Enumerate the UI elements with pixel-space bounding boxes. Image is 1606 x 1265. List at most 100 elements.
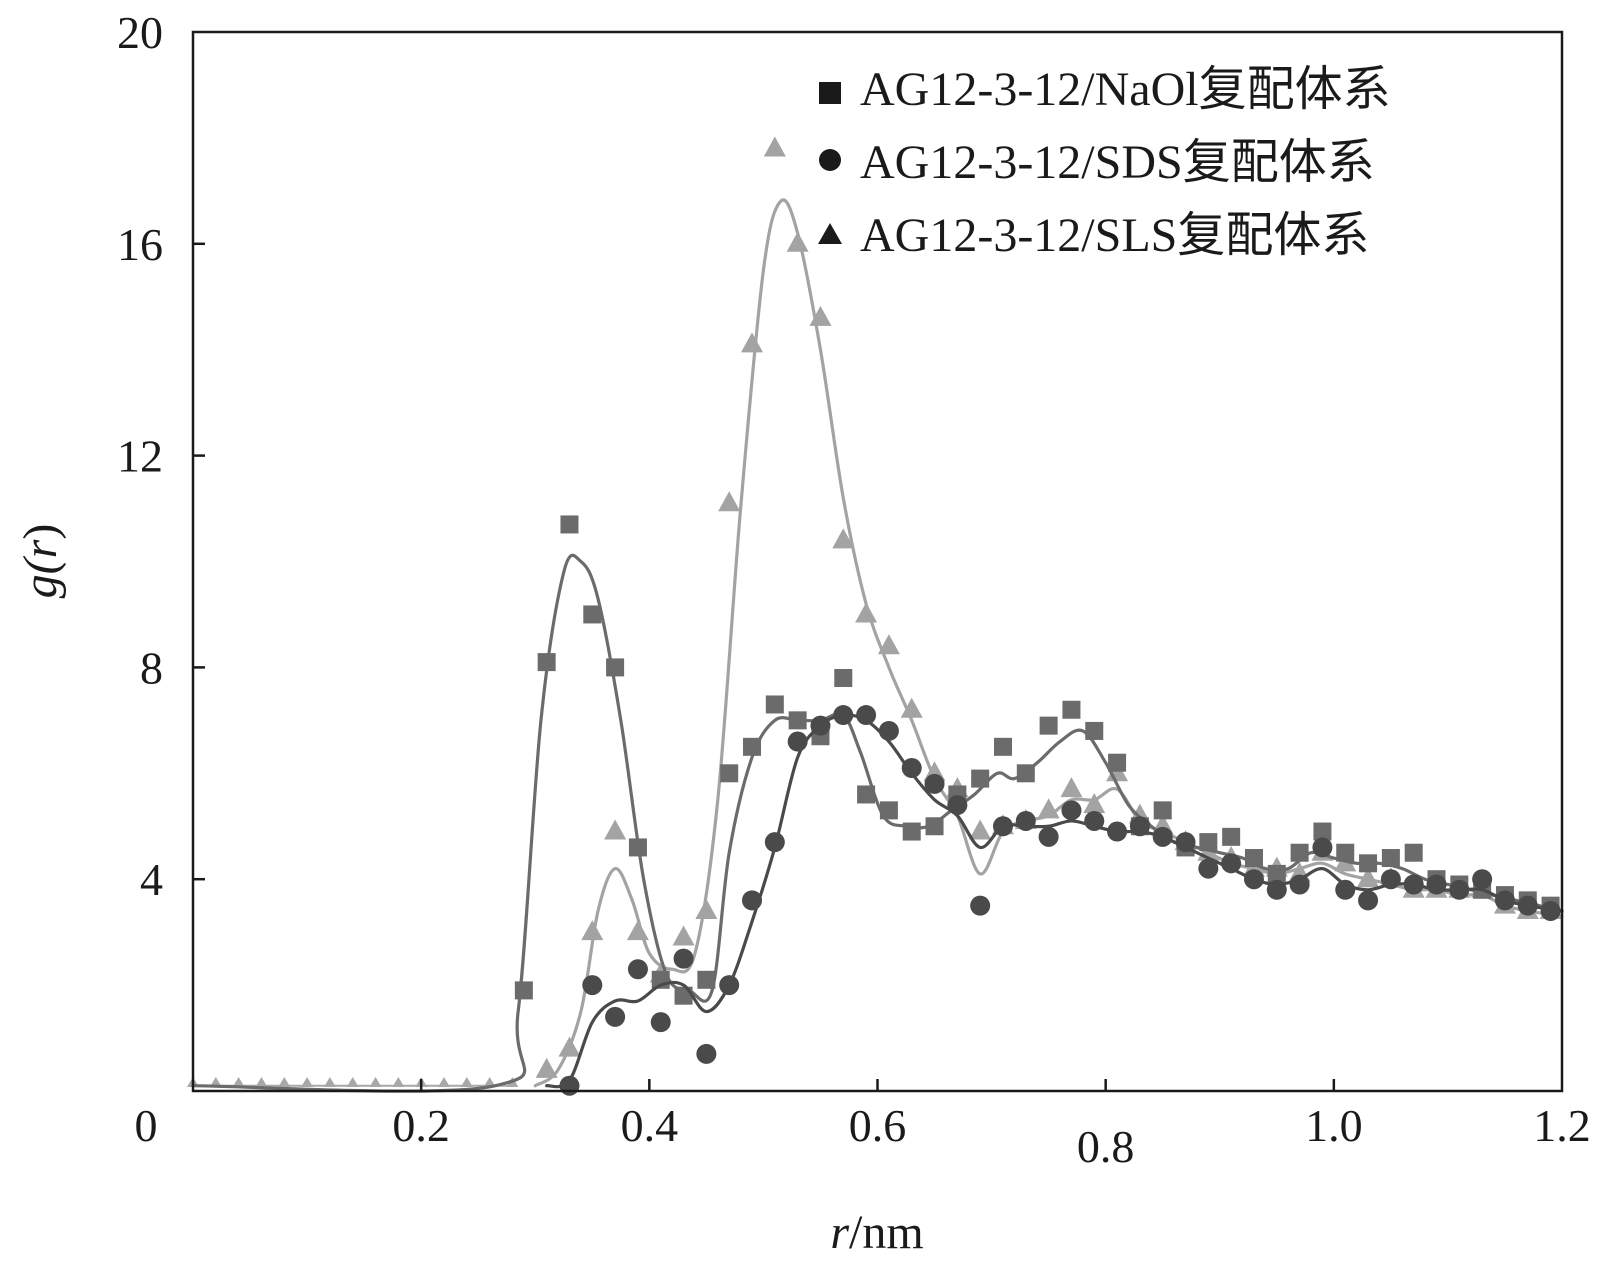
data-point-circle bbox=[1129, 816, 1150, 837]
data-point-triangle bbox=[718, 491, 741, 512]
data-point-square bbox=[606, 658, 625, 677]
legend-marker-triangle bbox=[818, 223, 842, 244]
baseline-marker bbox=[460, 1077, 473, 1088]
plot-area bbox=[187, 136, 1564, 1096]
y-tick-label: 12 bbox=[117, 431, 163, 482]
y-tick-label: 8 bbox=[140, 642, 163, 693]
x-tick-label: 1.0 bbox=[1305, 1100, 1363, 1151]
x-tick-label: 0.4 bbox=[621, 1100, 679, 1151]
data-point-circle bbox=[1426, 874, 1447, 895]
data-point-circle bbox=[787, 731, 808, 752]
data-point-square bbox=[1290, 843, 1309, 862]
data-point-circle bbox=[1494, 890, 1515, 911]
data-point-circle bbox=[1107, 821, 1128, 842]
data-point-circle bbox=[650, 1012, 671, 1033]
data-point-triangle bbox=[741, 332, 764, 353]
baseline-marker bbox=[255, 1077, 268, 1088]
data-point-circle bbox=[1472, 869, 1493, 890]
data-point-circle bbox=[1038, 826, 1059, 847]
data-point-circle bbox=[627, 959, 648, 980]
data-point-circle bbox=[1403, 874, 1424, 895]
data-point-circle bbox=[810, 715, 831, 736]
data-point-square bbox=[628, 838, 647, 857]
legend: AG12-3-12/NaOl复配体系 AG12-3-12/SDS复配体系 AG1… bbox=[818, 63, 1391, 262]
data-point-triangle bbox=[877, 634, 900, 655]
data-point-circle bbox=[1266, 879, 1287, 900]
data-point-triangle bbox=[1357, 867, 1380, 888]
data-point-triangle bbox=[695, 898, 718, 919]
data-point-triangle bbox=[672, 925, 695, 946]
data-point-triangle bbox=[763, 136, 786, 157]
data-point-square bbox=[1039, 716, 1058, 735]
data-point-square bbox=[1062, 700, 1081, 719]
data-point-triangle bbox=[855, 602, 878, 623]
y-axis-label-variable: r bbox=[14, 539, 67, 558]
legend-label-sds: AG12-3-12/SDS复配体系 bbox=[860, 136, 1375, 189]
data-point-square bbox=[1016, 764, 1035, 783]
data-point-circle bbox=[1175, 832, 1196, 853]
y-axis-label-close: ) bbox=[14, 524, 67, 540]
data-point-circle bbox=[1061, 800, 1082, 821]
data-point-square bbox=[537, 653, 556, 672]
data-point-square bbox=[1244, 849, 1263, 868]
data-point-square bbox=[560, 515, 579, 534]
data-point-circle bbox=[878, 720, 899, 741]
data-point-square bbox=[1153, 801, 1172, 820]
data-point-triangle bbox=[558, 1036, 581, 1057]
data-point-circle bbox=[696, 1043, 717, 1064]
data-point-square bbox=[697, 970, 716, 989]
data-point-circle bbox=[582, 975, 603, 996]
x-tick-label: 1.2 bbox=[1533, 1100, 1591, 1151]
data-point-circle bbox=[1152, 826, 1173, 847]
data-point-circle bbox=[1289, 874, 1310, 895]
data-point-triangle bbox=[1060, 777, 1083, 798]
data-point-square bbox=[971, 769, 990, 788]
data-point-square bbox=[743, 737, 762, 756]
data-point-square bbox=[834, 668, 853, 687]
data-point-triangle bbox=[786, 231, 809, 252]
x-tick-label: 0.6 bbox=[849, 1100, 907, 1151]
x-axis-label: r/nm bbox=[830, 1206, 923, 1259]
baseline-marker bbox=[232, 1077, 245, 1088]
data-point-square bbox=[514, 981, 533, 1000]
data-point-square bbox=[788, 711, 807, 730]
y-axis-label-function: g( bbox=[14, 555, 67, 598]
x-tick-label: 0.2 bbox=[392, 1100, 450, 1151]
x-tick-label: 0 bbox=[135, 1100, 158, 1151]
y-tick-label: 20 bbox=[117, 7, 163, 58]
axis-ticks: 0 0.2 0.4 0.6 0.8 1.0 1.2 4 8 12 16 20 bbox=[117, 7, 1591, 1172]
x-tick-label: 0.8 bbox=[1077, 1121, 1135, 1172]
data-point-square bbox=[1199, 833, 1218, 852]
data-point-triangle bbox=[900, 697, 923, 718]
y-tick-label: 16 bbox=[117, 219, 163, 270]
data-point-circle bbox=[1198, 858, 1219, 879]
baseline-marker bbox=[323, 1077, 336, 1088]
data-point-square bbox=[1313, 822, 1332, 841]
data-point-circle bbox=[1312, 837, 1333, 858]
data-point-square bbox=[879, 801, 898, 820]
data-point-square bbox=[925, 817, 944, 836]
data-point-square bbox=[1222, 827, 1241, 846]
y-axis-label: g(r) bbox=[14, 524, 67, 599]
data-point-circle bbox=[856, 705, 877, 726]
data-point-triangle bbox=[581, 920, 604, 941]
data-point-triangle bbox=[832, 528, 855, 549]
data-point-triangle bbox=[1037, 798, 1060, 819]
data-point-triangle bbox=[969, 819, 992, 840]
legend-marker-circle bbox=[819, 149, 841, 171]
baseline-marker bbox=[301, 1077, 314, 1088]
data-point-square bbox=[1359, 854, 1378, 873]
data-point-circle bbox=[1449, 879, 1470, 900]
data-point-square bbox=[720, 764, 739, 783]
data-point-square bbox=[902, 822, 921, 841]
data-point-circle bbox=[1540, 900, 1561, 921]
y-tick-label: 4 bbox=[140, 854, 163, 905]
legend-marker-square bbox=[819, 82, 841, 104]
data-point-triangle bbox=[809, 305, 832, 326]
data-point-square bbox=[1085, 721, 1104, 740]
data-point-square bbox=[1381, 849, 1400, 868]
data-point-circle bbox=[970, 895, 991, 916]
data-point-triangle bbox=[1083, 793, 1106, 814]
data-point-circle bbox=[605, 1006, 626, 1027]
